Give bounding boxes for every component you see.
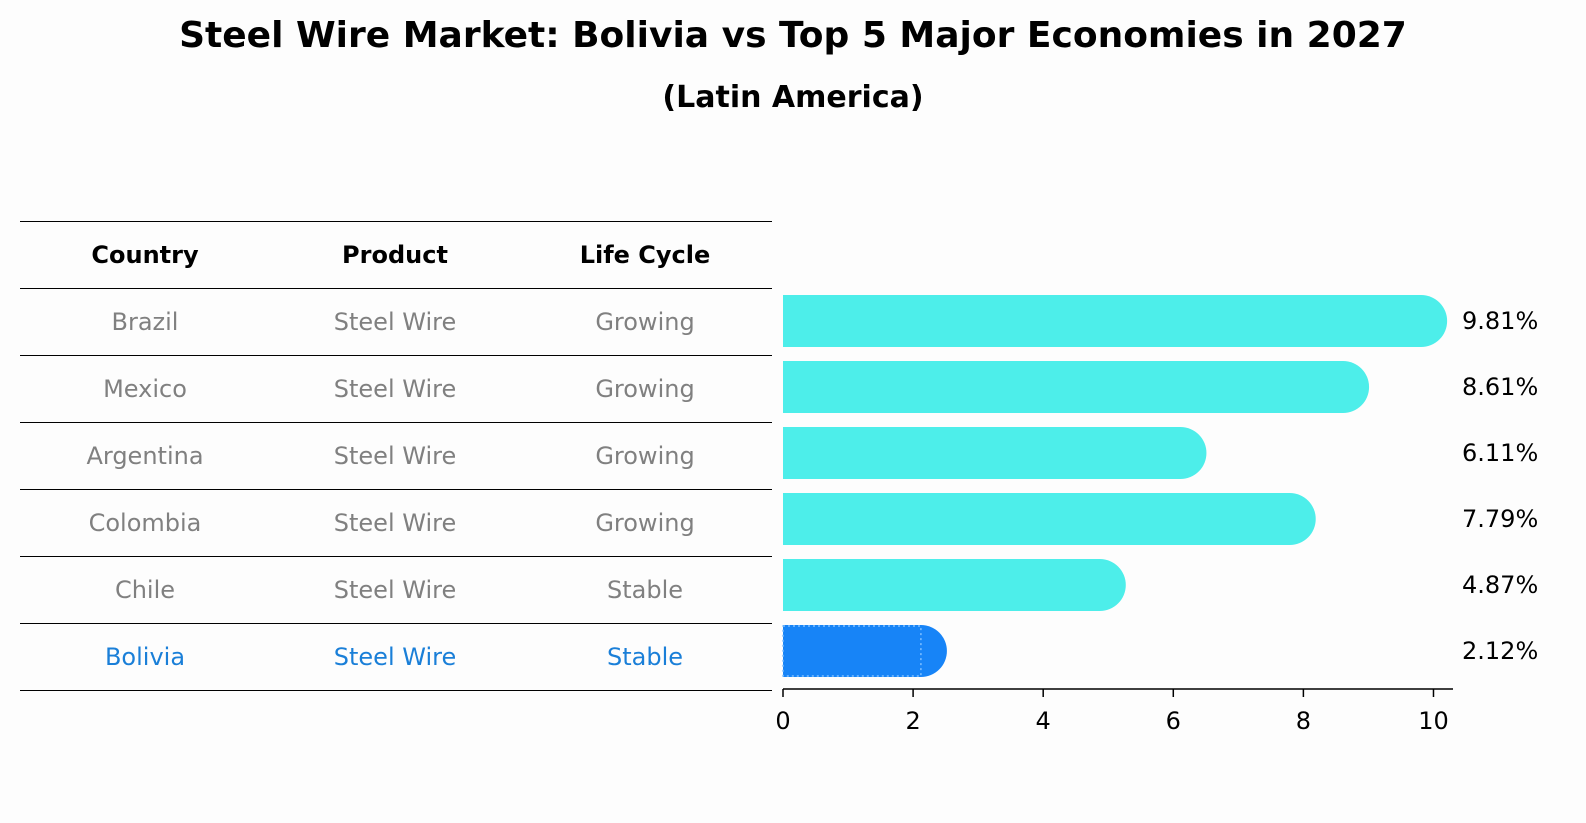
table-row-highlighted: Bolivia Steel Wire Stable bbox=[20, 624, 772, 691]
x-tick-label: 4 bbox=[1036, 707, 1051, 735]
bar-highlight-outline bbox=[782, 625, 922, 677]
x-tick-label: 10 bbox=[1418, 707, 1449, 735]
product-cell: Steel Wire bbox=[333, 375, 457, 403]
table-row: Mexico Steel Wire Growing bbox=[20, 356, 772, 423]
value-label: 4.87% bbox=[1462, 571, 1538, 599]
product-cell: Steel Wire bbox=[333, 576, 457, 604]
value-label: 7.79% bbox=[1462, 505, 1538, 533]
bar-chile bbox=[783, 559, 1126, 611]
life-cycle-cell: Stable bbox=[606, 643, 684, 671]
header-life-cycle: Life Cycle bbox=[579, 241, 711, 269]
value-label: 2.12% bbox=[1462, 637, 1538, 665]
country-cell: Colombia bbox=[88, 509, 202, 537]
table-row: Argentina Steel Wire Growing bbox=[20, 423, 772, 490]
value-label: 9.81% bbox=[1462, 307, 1538, 335]
table-row: Chile Steel Wire Stable bbox=[20, 557, 772, 624]
product-cell: Steel Wire bbox=[333, 442, 457, 470]
value-label: 8.61% bbox=[1462, 373, 1538, 401]
header-product: Product bbox=[342, 241, 448, 269]
table-header-row: Country Product Life Cycle bbox=[20, 222, 772, 289]
country-cell: Chile bbox=[114, 576, 176, 604]
chart-title: Steel Wire Market: Bolivia vs Top 5 Majo… bbox=[179, 15, 1407, 56]
table-row: Colombia Steel Wire Growing bbox=[20, 490, 772, 557]
product-cell: Steel Wire bbox=[333, 643, 457, 671]
product-cell: Steel Wire bbox=[333, 509, 457, 537]
life-cycle-cell: Growing bbox=[595, 375, 695, 403]
bar-mexico bbox=[783, 361, 1370, 413]
bar-colombia bbox=[783, 493, 1316, 545]
x-tick-label: 2 bbox=[905, 707, 920, 735]
chart-subtitle: (Latin America) bbox=[662, 80, 924, 115]
x-tick-label: 6 bbox=[1166, 707, 1181, 735]
life-cycle-cell: Growing bbox=[595, 308, 695, 336]
country-cell: Brazil bbox=[111, 308, 179, 336]
value-label: 6.11% bbox=[1462, 439, 1538, 467]
bar-brazil bbox=[783, 295, 1448, 347]
bar-argentina bbox=[783, 427, 1207, 479]
country-cell: Mexico bbox=[103, 375, 187, 403]
country-cell: Argentina bbox=[86, 442, 204, 470]
country-cell: Bolivia bbox=[104, 643, 186, 671]
product-cell: Steel Wire bbox=[333, 308, 457, 336]
table-row: Brazil Steel Wire Growing bbox=[20, 289, 772, 356]
life-cycle-cell: Stable bbox=[606, 576, 684, 604]
life-cycle-cell: Growing bbox=[595, 509, 695, 537]
life-cycle-cell: Growing bbox=[595, 442, 695, 470]
country-table: Country Product Life Cycle Brazil Steel … bbox=[20, 221, 772, 691]
bar-bolivia bbox=[783, 625, 947, 677]
x-tick-label: 8 bbox=[1296, 707, 1311, 735]
x-tick-label: 0 bbox=[775, 707, 790, 735]
header-country: Country bbox=[91, 241, 199, 269]
